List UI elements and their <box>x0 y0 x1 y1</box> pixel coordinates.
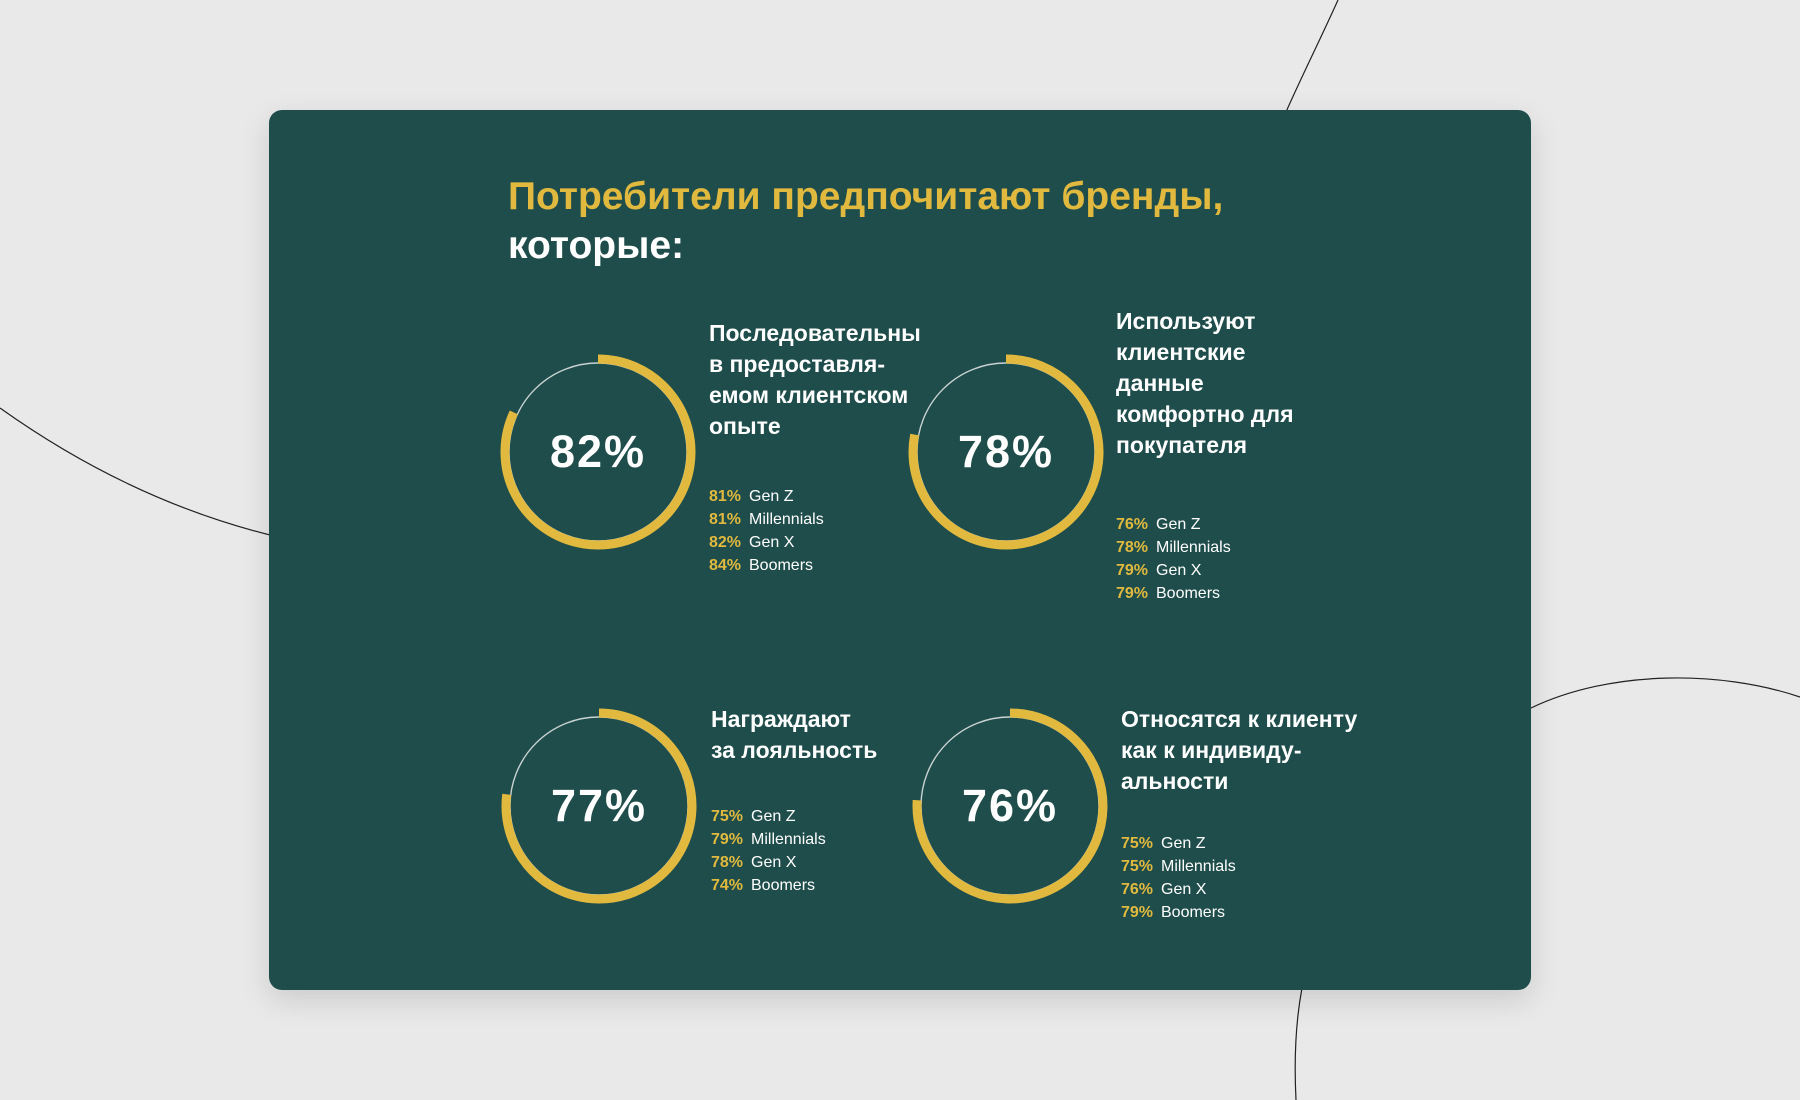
breakdown-row: 75% Gen Z <box>711 805 931 828</box>
generation-breakdown-list: 76% Gen Z 78% Millennials 79% Gen X 79% Boom… <box>1116 513 1336 605</box>
breakdown-percent: 78% <box>711 854 744 871</box>
heading-line: Используют <box>1116 308 1256 334</box>
donut-value-arc <box>908 354 1104 550</box>
breakdown-percent: 79% <box>1116 585 1149 602</box>
card-heading-loyalty-rewards: Награждают за лояльность <box>711 704 961 766</box>
breakdown-label: Boomers <box>749 557 814 574</box>
heading-line: комфортно для <box>1116 401 1294 427</box>
breakdown-label: Gen Z <box>1156 516 1201 533</box>
breakdown-row: 75% Gen Z <box>1121 832 1341 855</box>
generation-breakdown-list: 75% Gen Z 79% Millennials 78% Gen X 74% Boom… <box>711 805 931 897</box>
card-heading-customer-data: Используют клиентские данные комфортно д… <box>1116 306 1366 461</box>
card-heading-individual-approach: Относятся к клиенту как к индивиду- альн… <box>1121 704 1371 797</box>
heading-line: как к индивиду- <box>1121 737 1302 763</box>
breakdown-percent: 79% <box>1121 904 1154 921</box>
breakdown-label: Millennials <box>751 831 826 848</box>
background-curve-top <box>1285 0 1339 113</box>
breakdown-label: Millennials <box>749 511 824 528</box>
background-curve-bottom <box>1294 987 1303 1100</box>
donut-value-arc <box>500 354 696 550</box>
breakdown-percent: 81% <box>709 488 742 505</box>
generation-breakdown-list: 81% Gen Z 81% Millennials 82% Gen X 84% Boom… <box>709 485 929 577</box>
breakdown-percent: 75% <box>711 808 744 825</box>
generation-breakdown-list: 75% Gen Z 75% Millennials 76% Gen X 79% Boom… <box>1121 832 1341 924</box>
heading-line: Последовательны <box>709 320 921 346</box>
donut-chart-individual-approach: 76% <box>910 706 1110 906</box>
breakdown-percent: 82% <box>709 534 742 551</box>
breakdown-label: Gen Z <box>751 808 796 825</box>
breakdown-label: Gen Z <box>1161 835 1206 852</box>
donut-chart-loyalty-rewards: 77% <box>499 706 699 906</box>
background-curve-left <box>0 407 271 536</box>
breakdown-row: 76% Gen Z <box>1116 513 1336 536</box>
title-line-1: Потребители предпочитают бренды, <box>508 175 1224 218</box>
card-heading-consistent-experience: Последовательны в предоставля- емом клие… <box>709 318 959 442</box>
heading-line: в предоставля- <box>709 351 885 377</box>
donut-chart-consistent-experience: 82% <box>498 352 698 552</box>
breakdown-percent: 76% <box>1121 881 1154 898</box>
breakdown-row: 79% Boomers <box>1121 901 1341 924</box>
background-curve-right <box>1530 677 1800 709</box>
breakdown-row: 79% Millennials <box>711 828 931 851</box>
donut-value-label: 78% <box>957 426 1055 477</box>
breakdown-label: Gen X <box>749 534 795 551</box>
page-title: Потребители предпочитают бренды, которые… <box>508 172 1408 270</box>
breakdown-percent: 75% <box>1121 835 1154 852</box>
breakdown-row: 81% Millennials <box>709 508 929 531</box>
breakdown-percent: 76% <box>1116 516 1149 533</box>
breakdown-label: Millennials <box>1156 539 1231 556</box>
breakdown-row: 78% Gen X <box>711 851 931 874</box>
breakdown-percent: 79% <box>1116 562 1149 579</box>
breakdown-label: Gen X <box>1161 881 1207 898</box>
breakdown-row: 84% Boomers <box>709 554 929 577</box>
breakdown-label: Boomers <box>751 877 816 894</box>
breakdown-row: 78% Millennials <box>1116 536 1336 559</box>
heading-line: за лояльность <box>711 737 878 763</box>
breakdown-percent: 84% <box>709 557 742 574</box>
heading-line: емом клиентском <box>709 382 909 408</box>
donut-value-arc <box>912 708 1108 904</box>
heading-line: данные <box>1116 370 1204 396</box>
heading-line: покупателя <box>1116 432 1248 458</box>
donut-value-arc <box>501 708 697 904</box>
breakdown-label: Millennials <box>1161 858 1236 875</box>
breakdown-row: 76% Gen X <box>1121 878 1341 901</box>
breakdown-label: Boomers <box>1156 585 1221 602</box>
heading-line: Относятся к клиенту <box>1121 706 1358 732</box>
breakdown-percent: 75% <box>1121 858 1154 875</box>
breakdown-row: 82% Gen X <box>709 531 929 554</box>
breakdown-label: Boomers <box>1161 904 1226 921</box>
title-line-2: которые: <box>508 224 685 267</box>
donut-chart-svg <box>912 708 1108 904</box>
breakdown-percent: 78% <box>1116 539 1149 556</box>
donut-chart-svg <box>501 708 697 904</box>
donut-chart-customer-data: 78% <box>906 352 1106 552</box>
breakdown-row: 79% Boomers <box>1116 582 1336 605</box>
breakdown-label: Gen X <box>751 854 797 871</box>
infographic-card <box>269 110 1531 990</box>
donut-chart-svg <box>908 354 1104 550</box>
breakdown-label: Gen X <box>1156 562 1202 579</box>
heading-line: альности <box>1121 768 1229 794</box>
donut-value-label: 77% <box>550 780 648 831</box>
breakdown-percent: 74% <box>711 877 744 894</box>
breakdown-label: Gen Z <box>749 488 794 505</box>
donut-value-label: 82% <box>549 426 647 477</box>
breakdown-row: 79% Gen X <box>1116 559 1336 582</box>
heading-line: опыте <box>709 413 781 439</box>
heading-line: клиентские <box>1116 339 1246 365</box>
breakdown-row: 74% Boomers <box>711 874 931 897</box>
breakdown-percent: 79% <box>711 831 744 848</box>
donut-value-label: 76% <box>961 780 1059 831</box>
heading-line: Награждают <box>711 706 851 732</box>
donut-chart-svg <box>500 354 696 550</box>
breakdown-row: 75% Millennials <box>1121 855 1341 878</box>
breakdown-row: 81% Gen Z <box>709 485 929 508</box>
breakdown-percent: 81% <box>709 511 742 528</box>
